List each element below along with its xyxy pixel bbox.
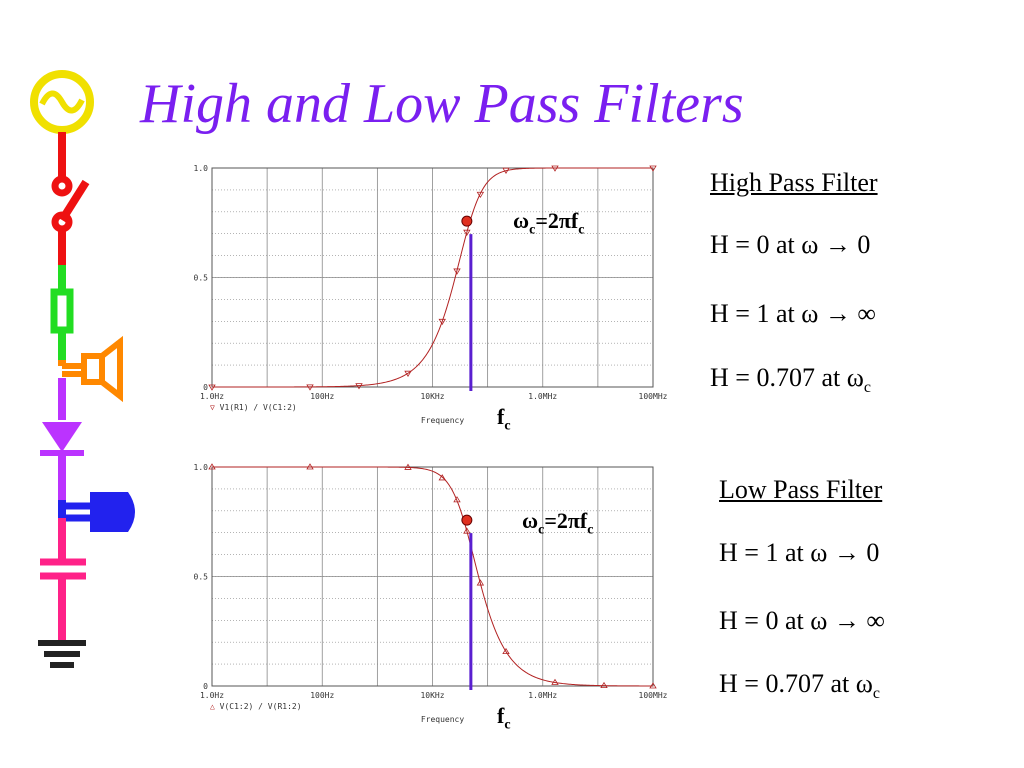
high-pass-plot: 1.0Hz 100Hz 10KHz 1.0MHz 100MHz 0 0.5 1.0 ▽ V1(R… — [170, 158, 670, 428]
legend-entry: △ V(C1:2) / V(R1:2) — [210, 702, 302, 711]
data-point-marker — [463, 229, 471, 236]
y-tick-label: 0.5 — [194, 573, 209, 582]
data-point-marker — [438, 474, 446, 481]
diode-icon — [42, 422, 82, 452]
x-tick-label: 1.0Hz — [200, 691, 224, 700]
x-tick-label: 100MHz — [639, 691, 668, 700]
data-point-marker — [476, 579, 485, 586]
x-tick-label: 100Hz — [310, 691, 334, 700]
data-point-marker — [404, 463, 412, 470]
y-tick-label: 1.0 — [194, 164, 209, 173]
data-point-marker — [208, 463, 216, 470]
data-point-marker — [463, 527, 471, 534]
data-point-marker — [438, 318, 446, 326]
x-tick-label: 100Hz — [310, 392, 334, 401]
cutoff-point-marker — [461, 514, 473, 526]
data-series-line — [212, 167, 653, 388]
legend-marker: △ — [210, 702, 220, 711]
data-point-marker — [306, 384, 314, 391]
x-tick-label: 1.0MHz — [528, 691, 557, 700]
x-tick-label: 10KHz — [420, 691, 444, 700]
data-point-marker — [600, 681, 608, 689]
resistor-icon — [50, 288, 74, 334]
high-pass-heading: High Pass Filter — [710, 168, 878, 197]
low-pass-plot: 1.0Hz 100Hz 10KHz 1.0MHz 100MHz 0 0.5 1.0 △ V(C1… — [170, 457, 670, 727]
legend-entry: ▽ V1(R1) / V(C1:2) — [210, 403, 297, 412]
data-point-marker — [476, 191, 485, 199]
cutoff-point-marker — [461, 215, 473, 227]
data-point-marker — [306, 463, 314, 470]
data-point-marker — [551, 165, 559, 172]
x-tick-label: 1.0Hz — [200, 392, 224, 401]
low-pass-line-1: H = 1 at ω → 0 — [719, 538, 880, 567]
high-pass-line-1: H = 0 at ω → 0 — [710, 230, 871, 259]
data-point-marker — [208, 384, 216, 391]
legend-text: V1(R1) / V(C1:2) — [220, 403, 297, 412]
data-point-marker — [551, 678, 559, 685]
page-title: High and Low Pass Filters — [140, 73, 744, 135]
x-tick-label: 1.0MHz — [528, 392, 557, 401]
legend-text: V(C1:2) / V(R1:2) — [220, 702, 302, 711]
data-point-marker — [404, 370, 412, 377]
data-point-marker — [355, 383, 363, 390]
high-pass-line-3: H = 0.707 at ωc — [710, 363, 871, 397]
low-pass-fc-label: fc — [497, 703, 511, 733]
low-pass-line-3: H = 0.707 at ωc — [719, 669, 880, 703]
x-axis-label: Frequency — [421, 715, 465, 724]
plot-frame — [211, 167, 654, 388]
data-point-marker — [649, 682, 657, 689]
x-tick-label: 10KHz — [420, 392, 444, 401]
speaker-icon — [81, 353, 105, 385]
high-pass-chart-svg: 1.0Hz 100Hz 10KHz 1.0MHz 100MHz 0 0.5 1.0 ▽ V1(R… — [194, 164, 668, 425]
data-point-marker — [502, 647, 510, 655]
transistor-icon — [90, 492, 135, 532]
circuit-symbols-decoration — [30, 70, 135, 668]
y-tick-label: 0.5 — [194, 274, 209, 283]
x-axis-label: Frequency — [421, 416, 465, 425]
data-series-line — [212, 466, 654, 687]
low-pass-chart-svg: 1.0Hz 100Hz 10KHz 1.0MHz 100MHz 0 0.5 1.0 △ V(C1… — [194, 463, 668, 724]
ac-source-icon — [30, 70, 94, 134]
high-pass-fc-label: fc — [497, 404, 511, 434]
x-tick-label: 100MHz — [639, 392, 668, 401]
high-pass-line-2: H = 1 at ω → ∞ — [710, 299, 876, 328]
y-tick-label: 1.0 — [194, 463, 209, 472]
y-tick-label: 0 — [203, 383, 208, 392]
low-pass-line-2: H = 0 at ω → ∞ — [719, 606, 885, 635]
low-pass-omega-c-label: ωc=2πfc — [522, 508, 594, 538]
legend-marker: ▽ — [210, 403, 220, 412]
data-point-marker — [649, 165, 657, 172]
data-point-marker — [453, 268, 461, 275]
low-pass-heading: Low Pass Filter — [719, 475, 883, 504]
high-pass-omega-c-label: ωc=2πfc — [513, 208, 585, 238]
plot-frame — [211, 466, 654, 687]
data-point-marker — [502, 167, 510, 174]
data-point-marker — [453, 496, 461, 503]
y-tick-label: 0 — [203, 682, 208, 691]
